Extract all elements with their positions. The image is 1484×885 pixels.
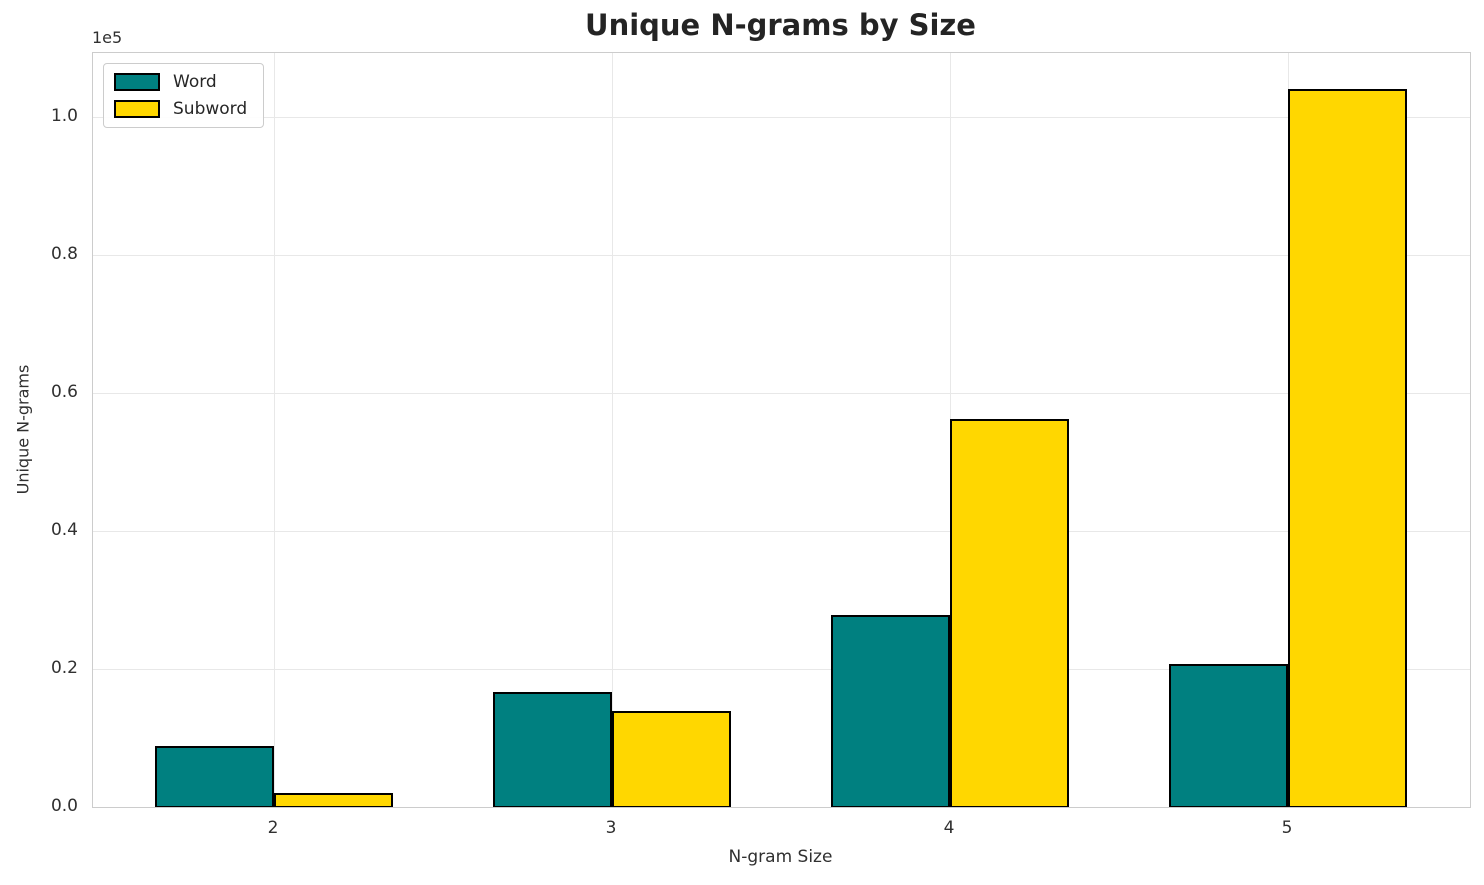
y-tick-label: 0.2: [50, 658, 78, 678]
bar-subword-ngram-4: [950, 419, 1069, 807]
legend-swatch-icon: [114, 100, 160, 118]
gridline-horizontal: [93, 116, 1470, 118]
legend-label: Subword: [173, 98, 248, 119]
y-tick-label: 0.0: [50, 796, 78, 816]
y-tick-label: 0.4: [50, 520, 78, 540]
x-tick-label: 5: [1281, 818, 1293, 838]
y-tick-label: 0.6: [50, 382, 78, 402]
gridline-vertical: [273, 53, 275, 807]
legend-item-subword: Subword: [114, 100, 247, 118]
legend-swatch-icon: [114, 73, 160, 91]
chart-title: Unique N-grams by Size: [585, 8, 976, 42]
y-tick-label: 0.8: [50, 244, 78, 264]
bar-subword-ngram-5: [1288, 89, 1407, 807]
x-tick-label: 4: [943, 818, 955, 838]
bar-word-ngram-5: [1169, 664, 1288, 807]
gridline-horizontal: [93, 254, 1470, 256]
y-axis-offset-text: 1e5: [92, 28, 123, 47]
y-axis-label: Unique N-grams: [13, 364, 33, 495]
bar-subword-ngram-2: [274, 793, 393, 807]
bar-subword-ngram-3: [612, 711, 731, 807]
bar-word-ngram-2: [155, 746, 274, 807]
plot-area: Word Subword: [92, 52, 1471, 808]
gridline-horizontal: [93, 668, 1470, 670]
bar-word-ngram-3: [493, 692, 612, 807]
bar-word-ngram-4: [831, 615, 950, 807]
legend-item-word: Word: [114, 73, 247, 91]
x-tick-label: 3: [605, 818, 617, 838]
gridline-vertical: [611, 53, 613, 807]
legend: Word Subword: [103, 63, 265, 128]
gridline-horizontal: [93, 530, 1470, 532]
gridline-horizontal: [93, 392, 1470, 394]
x-axis-label: N-gram Size: [728, 847, 833, 867]
legend-label: Word: [173, 71, 217, 92]
y-tick-label: 1.0: [50, 106, 78, 126]
x-tick-label: 2: [267, 818, 279, 838]
